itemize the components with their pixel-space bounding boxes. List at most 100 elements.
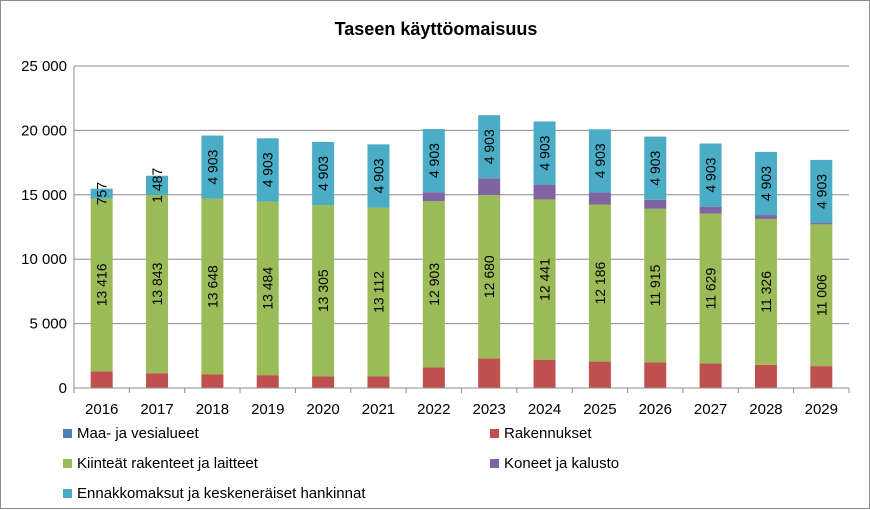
y-tick-label: 15 000 [21, 187, 67, 204]
legend-swatch-kiinteat-rakenteet [63, 459, 72, 468]
bar-segment [312, 376, 335, 388]
axis-layer: 0 5 000 10 000 15 000 20 000 25 000 2016 2017 20… [21, 58, 850, 418]
data-label: 4 903 [370, 158, 386, 193]
bar-segment [256, 201, 279, 376]
data-label: 11 006 [813, 274, 829, 316]
data-label: 11 915 [647, 264, 663, 306]
bar-segment [478, 195, 501, 359]
data-label: 1 487 [149, 168, 165, 203]
bar-segment [754, 364, 777, 388]
bar-segment [533, 359, 556, 388]
bar-segment [256, 375, 279, 388]
bar-segment [422, 367, 445, 388]
y-tick-label: 5 000 [29, 316, 67, 333]
bar-segment [588, 204, 611, 362]
grid-layer [74, 65, 849, 325]
data-label: 12 903 [426, 263, 442, 306]
bar-segment [699, 213, 722, 364]
x-tick-label: 2023 [472, 401, 505, 418]
bar-segment [699, 363, 722, 388]
legend-item-koneet-ja-kalusto: Koneet ja kalusto [490, 455, 619, 472]
data-label: 12 441 [537, 258, 553, 301]
x-tick-label: 2027 [694, 401, 727, 418]
data-label: 4 903 [537, 135, 553, 170]
legend-swatch-rakennukset [490, 429, 499, 438]
data-label: 4 903 [481, 129, 497, 164]
data-label: 4 903 [426, 143, 442, 178]
data-label: 12 680 [481, 255, 497, 298]
bar-segment [256, 138, 279, 202]
data-label: 13 484 [260, 267, 276, 310]
bar-segment [367, 207, 390, 377]
y-tick-label: 0 [59, 380, 67, 397]
labels-layer: 13 416 757 13 843 1 487 13 648 4 903 13 484 4 9… [94, 129, 830, 316]
data-label: 11 326 [758, 271, 774, 313]
data-label: 4 903 [260, 152, 276, 187]
x-tick-label: 2024 [528, 401, 561, 418]
legend-label-maa-ja-vesialueet: Maa- ja vesialueet [77, 425, 199, 442]
bar-segment [312, 205, 335, 377]
bar-segment [754, 215, 777, 219]
bar-segment [754, 218, 777, 365]
x-tick-label: 2028 [749, 401, 782, 418]
bar-segment [754, 151, 777, 216]
legend-item-maa-ja-vesialueet: Maa- ja vesialueet [63, 425, 199, 442]
bar-segment [367, 376, 390, 388]
data-label: 13 843 [149, 262, 165, 305]
x-tick-label: 2016 [85, 401, 118, 418]
data-label: 13 112 [370, 271, 386, 313]
bar-segment [478, 178, 501, 196]
x-tick-label: 2025 [583, 401, 616, 418]
bar-segment [810, 159, 833, 224]
bar-segment [810, 366, 833, 388]
x-tick-label: 2017 [140, 401, 173, 418]
data-label: 757 [94, 182, 110, 206]
bar-segment [644, 136, 667, 200]
legend-item-kiinteat-rakenteet: Kiinteät rakenteet ja laitteet [63, 455, 258, 472]
x-tick-label: 2029 [805, 401, 838, 418]
bar-segment [90, 188, 113, 199]
bar-segment [146, 373, 169, 388]
data-label: 4 903 [647, 150, 663, 185]
bar-segment [422, 192, 445, 202]
legend-label-koneet-ja-kalusto: Koneet ja kalusto [504, 455, 620, 472]
bar-segment [146, 194, 169, 374]
chart-title: Taseen käyttöomaisuus [335, 19, 538, 39]
legend-swatch-maa-ja-vesialueet [63, 429, 72, 438]
bar-segment [146, 175, 169, 195]
y-tick-label: 25 000 [21, 58, 67, 75]
bar-segment [588, 129, 611, 193]
data-label: 13 648 [204, 265, 220, 308]
bar-segment [699, 206, 722, 214]
legend-swatch-ennakkomaksut [63, 489, 72, 498]
bar-segment [644, 362, 667, 388]
bar-segment [201, 374, 224, 388]
x-tick-label: 2018 [196, 401, 229, 418]
x-tick-label: 2021 [362, 401, 395, 418]
x-tick-label: 2022 [417, 401, 450, 418]
bar-segment [588, 192, 611, 205]
data-label: 12 186 [592, 261, 608, 304]
x-tick-label: 2019 [251, 401, 284, 418]
data-label: 4 903 [758, 166, 774, 201]
x-tick-label: 2020 [306, 401, 339, 418]
bar-segment [533, 184, 556, 200]
x-tick-label: 2026 [639, 401, 672, 418]
data-label: 4 903 [703, 157, 719, 192]
data-label: 4 903 [315, 156, 331, 191]
bar-segment [478, 358, 501, 388]
bar-segment [478, 115, 501, 179]
legend-label-kiinteat-rakenteet: Kiinteät rakenteet ja laitteet [77, 455, 258, 472]
bar-segment [367, 144, 390, 208]
legend-item-ennakkomaksut: Ennakkomaksut ja keskeneräiset hankinnat [63, 485, 366, 502]
bar-segment [422, 129, 445, 193]
bar-segment [201, 198, 224, 375]
data-label: 4 903 [813, 174, 829, 209]
y-tick-label: 20 000 [21, 122, 67, 139]
bar-segment [810, 224, 833, 367]
bar-segment [312, 141, 335, 206]
bar-segment [533, 121, 556, 185]
legend-label-ennakkomaksut: Ennakkomaksut ja keskeneräiset hankinnat [77, 485, 366, 502]
data-label: 13 305 [315, 269, 331, 312]
